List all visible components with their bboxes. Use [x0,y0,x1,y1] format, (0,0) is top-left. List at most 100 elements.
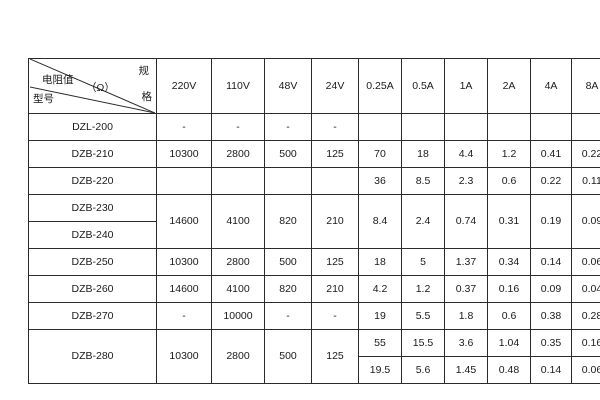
cell-dzb220-24v [311,167,359,195]
model-dzb-220: DZB-220 [28,167,157,195]
cell-current-r4-c1: 1.2 [401,275,445,303]
table-row: DZB-260 14600 4100 820 210 4.2 1.2 0.37 … [28,275,600,303]
cell-current-r1-c2: 2.3 [444,167,488,195]
cell-current-r0-c3: 1.2 [487,140,531,168]
cell-current-r4-c0: 4.2 [358,275,402,303]
cell-current-r2-c5: 0.09 [571,194,600,249]
table-row: DZL-200 - - - - [28,113,600,141]
column-header-1a: 1A [444,58,488,114]
column-header-025a: 0.25A [358,58,402,114]
corner-spec-label-1: 规 [138,65,150,77]
cell-current-r3-c2: 1.37 [444,248,488,276]
cell-current-r7-c4: 0.14 [530,356,572,384]
cell-current-r0-c5: 0.22 [571,140,600,168]
cell-dzl200-4a [530,113,572,141]
cell-dzb280-24v: 125 [311,329,359,384]
model-dzb-270: DZB-270 [28,302,157,330]
cell-current-r5-c0: 19 [358,302,402,330]
model-dzb-280: DZB-280 [28,329,157,384]
cell-dzl200-025a [358,113,402,141]
column-header-05a: 0.5A [401,58,445,114]
corner-header-cell: 规 格 电阻值 （Ω） 型号 [28,58,157,114]
cell-dzl200-24v: - [311,113,359,141]
specification-table: 规 格 电阻值 （Ω） 型号 220V 110V 48V 24V 0.25A 0… [28,58,600,384]
cell-dzl200-2a [487,113,531,141]
cell-current-r5-c3: 0.6 [487,302,531,330]
table-row: DZB-240 [28,221,600,249]
column-header-220v: 220V [156,58,212,114]
model-dzb-210: DZB-210 [28,140,157,168]
cell-dzb260-24v: 210 [311,275,359,303]
model-dzb-260: DZB-260 [28,275,157,303]
cell-current-r7-c1: 5.6 [401,356,445,384]
cell-current-r2-c2: 0.74 [444,194,488,249]
table-row: DZB-280 10300 2800 500 125 55 15.5 3.6 1… [28,329,600,384]
table-row: DZB-250 10300 2800 500 125 18 5 1.37 0.3… [28,248,600,276]
cell-current-r0-c4: 0.41 [530,140,572,168]
cell-current-r6-c0: 55 [358,329,402,357]
column-header-110v: 110V [211,58,265,114]
cell-dzb230240-220v: 14600 [156,194,212,249]
cell-dzb230240-110v: 4100 [211,194,265,249]
cell-current-r4-c5: 0.04 [571,275,600,303]
cell-current-r3-c5: 0.06 [571,248,600,276]
cell-dzb280-48v: 500 [264,329,312,384]
cell-current-r4-c4: 0.09 [530,275,572,303]
cell-dzb270-110v: 10000 [211,302,265,330]
cell-dzb220-48v [264,167,312,195]
column-header-2a: 2A [487,58,531,114]
cell-current-r6-c3: 1.04 [487,329,531,357]
model-dzl-200: DZL-200 [28,113,157,141]
cell-current-r5-c4: 0.38 [530,302,572,330]
cell-current-r7-c2: 1.45 [444,356,488,384]
cell-current-r2-c1: 2.4 [401,194,445,249]
cell-dzb210-48v: 500 [264,140,312,168]
table-row: DZB-270 - 10000 - - 19 5.5 1.8 0.6 0.38 … [28,302,600,330]
cell-current-r2-c0: 8.4 [358,194,402,249]
corner-unit-label: （Ω） [86,82,115,94]
cell-current-r5-c5: 0.28 [571,302,600,330]
cell-current-r1-c0: 36 [358,167,402,195]
cell-dzl200-05a [401,113,445,141]
cell-current-r7-c0: 19.5 [358,356,402,384]
cell-current-r1-c4: 0.22 [530,167,572,195]
cell-dzl200-48v: - [264,113,312,141]
cell-current-r6-c4: 0.35 [530,329,572,357]
cell-dzb270-220v: - [156,302,212,330]
cell-current-r3-c3: 0.34 [487,248,531,276]
cell-current-r6-c2: 3.6 [444,329,488,357]
cell-current-r1-c5: 0.11 [571,167,600,195]
cell-dzl200-220v: - [156,113,212,141]
column-header-48v: 48V [264,58,312,114]
cell-current-r7-c3: 0.48 [487,356,531,384]
cell-dzl200-110v: - [211,113,265,141]
cell-current-r4-c3: 0.16 [487,275,531,303]
model-dzb-230: DZB-230 [28,194,157,222]
cell-current-r3-c1: 5 [401,248,445,276]
cell-current-r2-c4: 0.19 [530,194,572,249]
model-dzb-240: DZB-240 [28,221,157,249]
cell-dzb260-110v: 4100 [211,275,265,303]
cell-current-r5-c2: 1.8 [444,302,488,330]
cell-dzb260-220v: 14600 [156,275,212,303]
cell-dzl200-1a [444,113,488,141]
cell-current-r6-c5: 0.16 [571,329,600,357]
cell-current-r1-c1: 8.5 [401,167,445,195]
diagonal-divider-icon [30,59,155,113]
cell-current-r7-c5: 0.06 [571,356,600,384]
model-dzb-250: DZB-250 [28,248,157,276]
table-row: DZB-220 36 8.5 2.3 0.6 0.22 0.11 [28,167,600,195]
table-header-row: 规 格 电阻值 （Ω） 型号 220V 110V 48V 24V 0.25A 0… [28,58,600,114]
cell-current-r6-c1: 15.5 [401,329,445,357]
column-header-24v: 24V [311,58,359,114]
cell-current-r2-c3: 0.31 [487,194,531,249]
cell-dzb210-110v: 2800 [211,140,265,168]
cell-dzb260-48v: 820 [264,275,312,303]
cell-dzb270-24v: - [311,302,359,330]
cell-dzb250-220v: 10300 [156,248,212,276]
cell-dzb250-24v: 125 [311,248,359,276]
cell-dzb210-220v: 10300 [156,140,212,168]
cell-current-r5-c1: 5.5 [401,302,445,330]
table-row: DZB-210 10300 2800 500 125 70 18 4.4 1.2… [28,140,600,168]
